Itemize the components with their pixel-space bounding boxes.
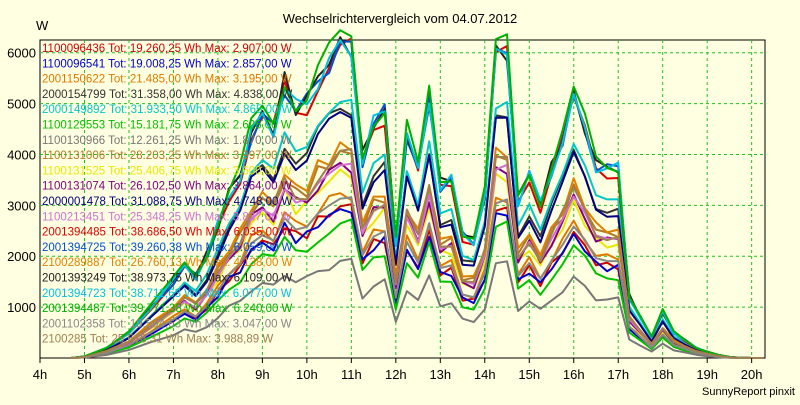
legend-entry: 1100130966 Tot: 12.261,25 Wh Max: 1.870,… <box>42 135 292 147</box>
legend-entry: 1100131006 Tot: 28.203,25 Wh Max: 3.997,… <box>42 150 292 162</box>
series-line-1100129553 <box>71 218 763 359</box>
chart-title: Wechselrichtervergleich vom 04.07.2012 <box>283 11 518 26</box>
y-tick-label: 5000 <box>7 97 36 112</box>
axes: 1000 2000 3000 4000 5000 6000 4h 5h 6h 7h 8h 9h 10h 1… <box>7 46 762 382</box>
x-tick-label: 7h <box>166 367 180 382</box>
x-tick-label: 6h <box>122 367 136 382</box>
legend-entry: 2100289887 Tot: 26.760,13 Wh Max: 4.138,… <box>42 257 293 269</box>
x-tick-label: 4h <box>33 367 47 382</box>
series-line-2001102358 <box>71 196 763 359</box>
series-line-2000001478 <box>71 111 763 359</box>
x-tick-label: 19h <box>696 367 718 382</box>
x-tick-label: 14h <box>474 367 496 382</box>
x-tick-label: 10h <box>296 367 318 382</box>
x-tick-label: 15h <box>518 367 540 382</box>
legend-entry: 1100096541 Tot: 19.008,25 Wh Max: 2.857,… <box>42 58 292 70</box>
x-tick-label: 16h <box>563 367 585 382</box>
legend-entry: 2001150622 Tot: 21.485,00 Wh Max: 3.195,… <box>42 74 292 86</box>
x-tick-label: 11h <box>341 367 362 382</box>
legend-entry: 2001102358 Tot: 19.594,63 Wh Max: 3.047,… <box>42 318 292 330</box>
legend-entry: 2001394485 Tot: 38.686,50 Wh Max: 6.035,… <box>42 227 293 239</box>
legend-entry: 1100096436 Tot: 19.260,25 Wh Max: 2.907,… <box>42 43 292 55</box>
legend-entry: 1100129553 Tot: 15.181,75 Wh Max: 2.626,… <box>42 120 292 132</box>
y-tick-label: 4000 <box>7 147 36 162</box>
x-tick-label: 5h <box>77 367 91 382</box>
y-tick-label: 6000 <box>7 46 36 61</box>
legend-entry: 1100131074 Tot: 26.102,50 Wh Max: 3.864,… <box>42 181 292 193</box>
chart-credit: SunnyReport pinxit <box>702 386 795 398</box>
x-tick-label: 9h <box>255 367 269 382</box>
legend-entry: 2000001478 Tot: 31.088,75 Wh Max: 4.748,… <box>42 196 293 208</box>
legend-entry: 2001393249 Tot: 38.973,75 Wh Max: 6.109,… <box>42 273 293 285</box>
legend-entry: 2001394487 Tot: 39.771,38 Wh Max: 6.240,… <box>42 303 293 315</box>
x-tick-label: 18h <box>652 367 674 382</box>
y-tick-label: 2000 <box>7 249 36 264</box>
legend: 1100096436 Tot: 19.260,25 Wh Max: 2.907,… <box>42 43 293 346</box>
legend-entry: 2000149892 Tot: 31.933,50 Wh Max: 4.865,… <box>42 104 293 116</box>
legend-entry: 2001394725 Tot: 39.260,38 Wh Max: 6.059,… <box>42 242 293 254</box>
x-tick-label: 12h <box>385 367 407 382</box>
x-tick-label: 20h <box>741 367 763 382</box>
series-lines <box>70 29 763 359</box>
series-line-2100285xxx <box>71 148 763 359</box>
y-tick-label: 3000 <box>7 198 36 213</box>
series-line-2001394487 <box>70 29 763 359</box>
y-axis-label: W <box>36 18 49 33</box>
series-line-1100130966 <box>71 257 763 359</box>
x-tick-label: 17h <box>607 367 629 382</box>
x-tick-label: 8h <box>211 367 225 382</box>
legend-entry: 1100213451 Tot: 25.348,25 Wh Max: 3.837,… <box>42 211 292 223</box>
x-tick-label: 13h <box>429 367 451 382</box>
legend-entry: 2000154799 Tot: 31.358,00 Wh Max: 4.838,… <box>42 89 293 101</box>
legend-entry: 1100131525 Tot: 25.406,75 Wh Max: 3.600,… <box>42 165 292 177</box>
y-tick-label: 1000 <box>7 300 36 315</box>
legend-entry: 2001394723 Tot: 38.711,63 Wh Max: 6.077,… <box>42 288 292 300</box>
legend-entry: 2100285 Tot: 25.618,31 Wh Max: 3.988,89 … <box>42 334 273 346</box>
